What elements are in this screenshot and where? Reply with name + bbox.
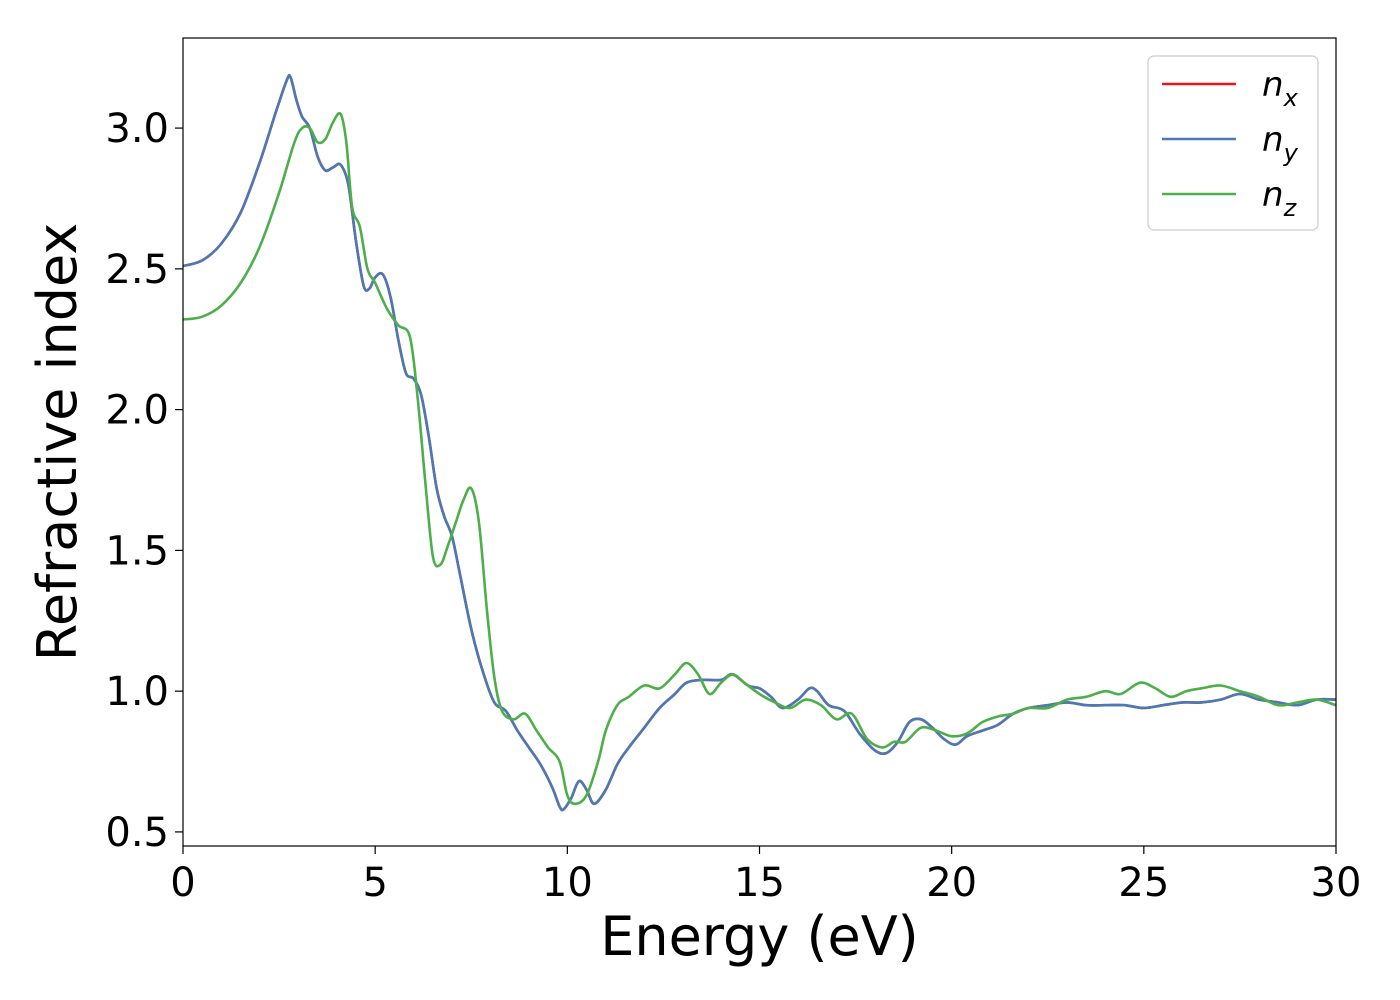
x-tick-label: 15 (734, 860, 785, 906)
x-tick-label: 10 (542, 860, 593, 906)
y-axis-label: Refractive index (26, 223, 89, 662)
x-tick-label: 20 (926, 860, 977, 906)
x-axis: 0 5 10 15 20 25 30 (170, 846, 1361, 906)
y-tick-label: 1.5 (105, 528, 169, 574)
series-line-z (182, 111, 1337, 806)
legend-label-x: nx (1262, 65, 1299, 112)
legend: nx ny nz (1147, 55, 1319, 231)
legend-label-y: ny (1262, 120, 1299, 167)
legend-label-z: nz (1262, 175, 1298, 222)
series-lines (182, 73, 1337, 812)
y-axis: 0.5 1.0 1.5 2.0 2.5 3.0 (105, 106, 183, 856)
legend-box (1147, 55, 1319, 231)
x-tick-label: 0 (170, 860, 195, 906)
y-tick-label: 2.5 (105, 247, 169, 293)
y-tick-label: 3.0 (105, 106, 169, 152)
y-tick-label: 1.0 (105, 669, 169, 715)
x-tick-label: 5 (362, 860, 387, 906)
y-tick-label: 2.0 (105, 388, 169, 434)
x-tick-label: 30 (1311, 860, 1362, 906)
y-tick-label: 0.5 (105, 810, 169, 856)
x-axis-label: Energy (eV) (600, 905, 919, 968)
x-tick-label: 25 (1118, 860, 1169, 906)
